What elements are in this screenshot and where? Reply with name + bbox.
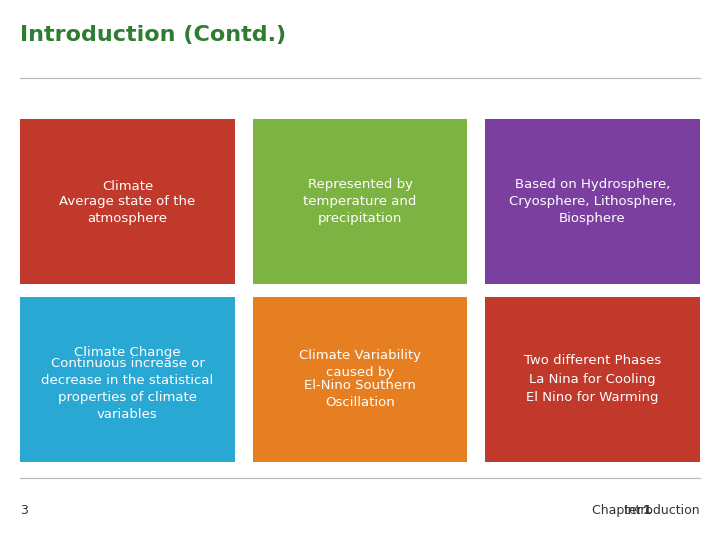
Text: Average state of the
atmosphere: Average state of the atmosphere [59, 195, 196, 225]
Text: Climate: Climate [102, 179, 153, 193]
Text: Continuous increase or
decrease in the statistical
properties of climate
variabl: Continuous increase or decrease in the s… [41, 356, 214, 421]
Text: Climate Change: Climate Change [74, 346, 181, 359]
FancyBboxPatch shape [485, 297, 700, 462]
FancyBboxPatch shape [253, 297, 467, 462]
Text: Introduction (Contd.): Introduction (Contd.) [20, 25, 287, 45]
Text: El-Nino Southern
Oscillation: El-Nino Southern Oscillation [304, 380, 416, 409]
Text: El Nino for Warming: El Nino for Warming [526, 391, 659, 404]
Text: La Nina for Cooling: La Nina for Cooling [529, 373, 656, 386]
FancyBboxPatch shape [485, 119, 700, 284]
Text: Climate Variability
caused by: Climate Variability caused by [299, 349, 421, 379]
FancyBboxPatch shape [20, 297, 235, 462]
FancyBboxPatch shape [253, 119, 467, 284]
Text: Chapter: Chapter [592, 504, 646, 517]
Text: Two different Phases: Two different Phases [524, 354, 661, 368]
Text: 3: 3 [20, 504, 28, 517]
FancyBboxPatch shape [20, 119, 235, 284]
Text: Represented by
temperature and
precipitation: Represented by temperature and precipita… [303, 178, 417, 225]
Text: Introduction: Introduction [620, 504, 700, 517]
Text: 1: 1 [642, 504, 651, 517]
Text: Based on Hydrosphere,
Cryosphere, Lithosphere,
Biosphere: Based on Hydrosphere, Cryosphere, Lithos… [509, 178, 676, 225]
